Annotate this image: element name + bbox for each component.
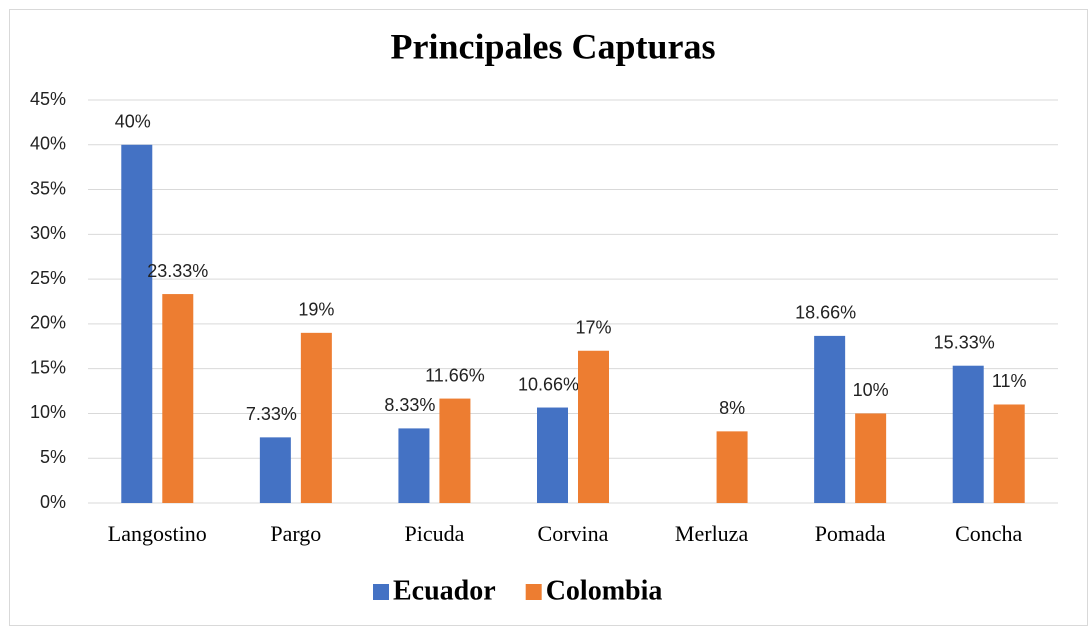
bar (398, 428, 430, 503)
y-tick-label: 40% (30, 134, 66, 154)
data-label: 23.33% (147, 261, 208, 281)
bar (439, 398, 471, 503)
legend-swatch (373, 584, 389, 600)
bar (952, 365, 984, 503)
data-label: 15.33% (934, 332, 995, 352)
x-tick-label: Langostino (108, 521, 207, 546)
y-tick-label: 5% (40, 447, 66, 467)
data-label: 18.66% (795, 303, 856, 323)
data-label: 10.66% (518, 374, 579, 394)
chart-title: Principales Capturas (390, 26, 715, 66)
bar (300, 332, 332, 503)
bar (259, 437, 291, 503)
y-tick-label: 15% (30, 357, 66, 377)
bar (716, 431, 748, 503)
x-tick-label: Merluza (675, 521, 749, 546)
bar (537, 407, 568, 503)
legend-swatch (525, 584, 542, 600)
y-tick-label: 0% (40, 492, 66, 512)
data-label: 11% (992, 371, 1027, 391)
bar (578, 350, 609, 503)
x-tick-label: Concha (955, 521, 1022, 546)
bar (814, 335, 846, 503)
bar (121, 144, 153, 503)
data-label: 7.33% (246, 404, 297, 424)
bar (993, 404, 1025, 503)
legend-label: Colombia (546, 575, 663, 606)
data-label: 8.33% (384, 395, 435, 415)
y-tick-label: 25% (30, 268, 66, 288)
x-tick-label: Pomada (815, 521, 886, 546)
data-label: 19% (298, 300, 334, 320)
data-label: 17% (575, 318, 611, 338)
y-tick-label: 30% (30, 223, 66, 243)
y-tick-label: 35% (30, 178, 66, 198)
data-label: 11.66% (425, 365, 485, 385)
x-tick-label: Pargo (270, 521, 321, 546)
y-tick-label: 45% (30, 89, 66, 109)
y-tick-label: 10% (30, 402, 66, 422)
x-tick-label: Corvina (538, 521, 609, 546)
x-tick-label: Picuda (404, 521, 464, 546)
legend-label: Ecuador (393, 575, 496, 606)
bar (855, 413, 887, 503)
data-label: 8% (719, 398, 745, 418)
data-label: 10% (853, 380, 889, 400)
data-label: 40% (115, 112, 151, 132)
bar (162, 294, 194, 503)
y-tick-label: 20% (30, 313, 66, 333)
